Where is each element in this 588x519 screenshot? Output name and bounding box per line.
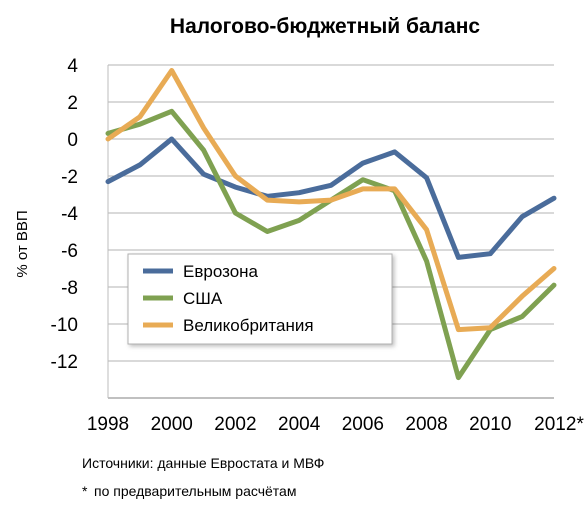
y-tick-label: -10 xyxy=(51,315,78,336)
y-tick-label: -4 xyxy=(61,204,78,225)
plot-area xyxy=(105,64,557,399)
series-line-3 xyxy=(105,68,557,333)
y-tick-label: 0 xyxy=(67,130,78,151)
footnote-text: по предварительным расчётам xyxy=(94,483,296,499)
y-tick-label: -6 xyxy=(61,241,78,262)
x-tick-label: 2010 xyxy=(469,414,511,435)
x-tick-label: 2006 xyxy=(342,414,384,435)
y-tick-label: -12 xyxy=(51,352,78,373)
footnote-asterisk: * xyxy=(82,483,88,499)
y-axis-label: % от ВВП xyxy=(14,210,31,277)
y-tick-label: 4 xyxy=(67,56,78,77)
x-tick-label: 2012* xyxy=(534,414,584,435)
y-tick-label: -2 xyxy=(61,167,78,188)
x-tick-label: 2008 xyxy=(405,414,447,435)
x-tick-label: 1998 xyxy=(87,414,129,435)
source-note: Источники: данные Евростата и МВФ xyxy=(82,455,324,471)
y-tick-label: 2 xyxy=(67,93,78,114)
x-tick-label: 2002 xyxy=(214,414,256,435)
y-tick-label: -8 xyxy=(61,278,78,299)
chart-title: Налогово-бюджетный баланс xyxy=(170,15,480,38)
legend-label: Еврозона xyxy=(183,262,259,281)
y-tick-labels: 4 2 0 -2 -4 -6 -8 -10 -12 xyxy=(51,56,79,373)
series-group xyxy=(105,68,557,381)
x-tick-label: 2000 xyxy=(151,414,193,435)
legend: Еврозона США Великобритания xyxy=(127,253,393,345)
series-line-1 xyxy=(105,136,557,260)
legend-label: Великобритания xyxy=(183,316,314,335)
x-tick-label: 2004 xyxy=(278,414,321,435)
legend-label: США xyxy=(183,289,223,308)
x-tick-labels: 1998 2000 2002 2004 2006 2008 2010 2012* xyxy=(87,414,585,435)
